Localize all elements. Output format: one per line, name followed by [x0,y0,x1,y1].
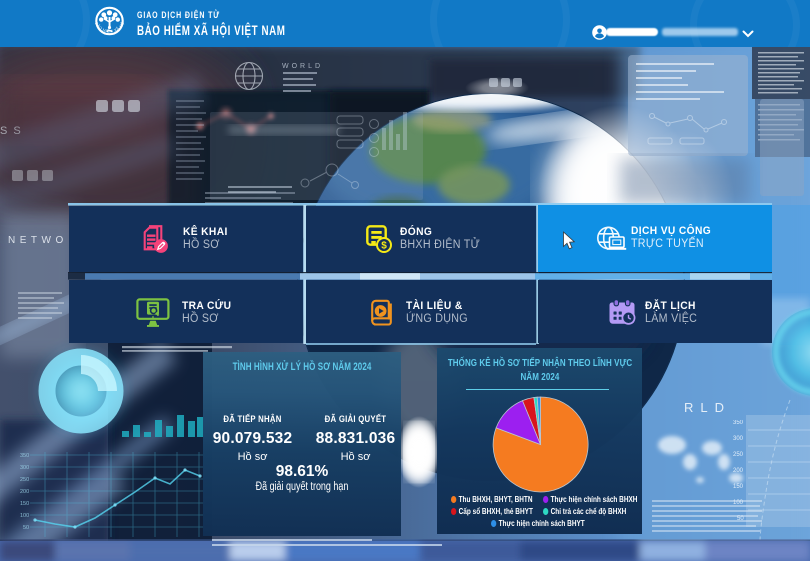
svg-text:50: 50 [23,525,29,531]
svg-text:RLD: RLD [684,400,731,415]
svg-text:250: 250 [20,477,29,483]
svg-text:100: 100 [733,500,744,506]
svg-text:350: 350 [733,420,744,426]
svg-text:300: 300 [20,465,29,471]
svg-text:WORLD: WORLD [282,63,323,70]
svg-text:100: 100 [20,513,29,519]
svg-text:$: $ [381,240,387,251]
svg-text:200: 200 [733,468,744,474]
svg-text:250: 250 [733,452,744,458]
svg-text:350: 350 [20,453,29,459]
svg-text:150: 150 [733,484,744,490]
svg-text:200: 200 [20,489,29,495]
svg-text:50: 50 [737,516,744,522]
svg-text:300: 300 [733,436,744,442]
svg-text:NETWO: NETWO [8,235,68,246]
svg-text:150: 150 [20,501,29,507]
